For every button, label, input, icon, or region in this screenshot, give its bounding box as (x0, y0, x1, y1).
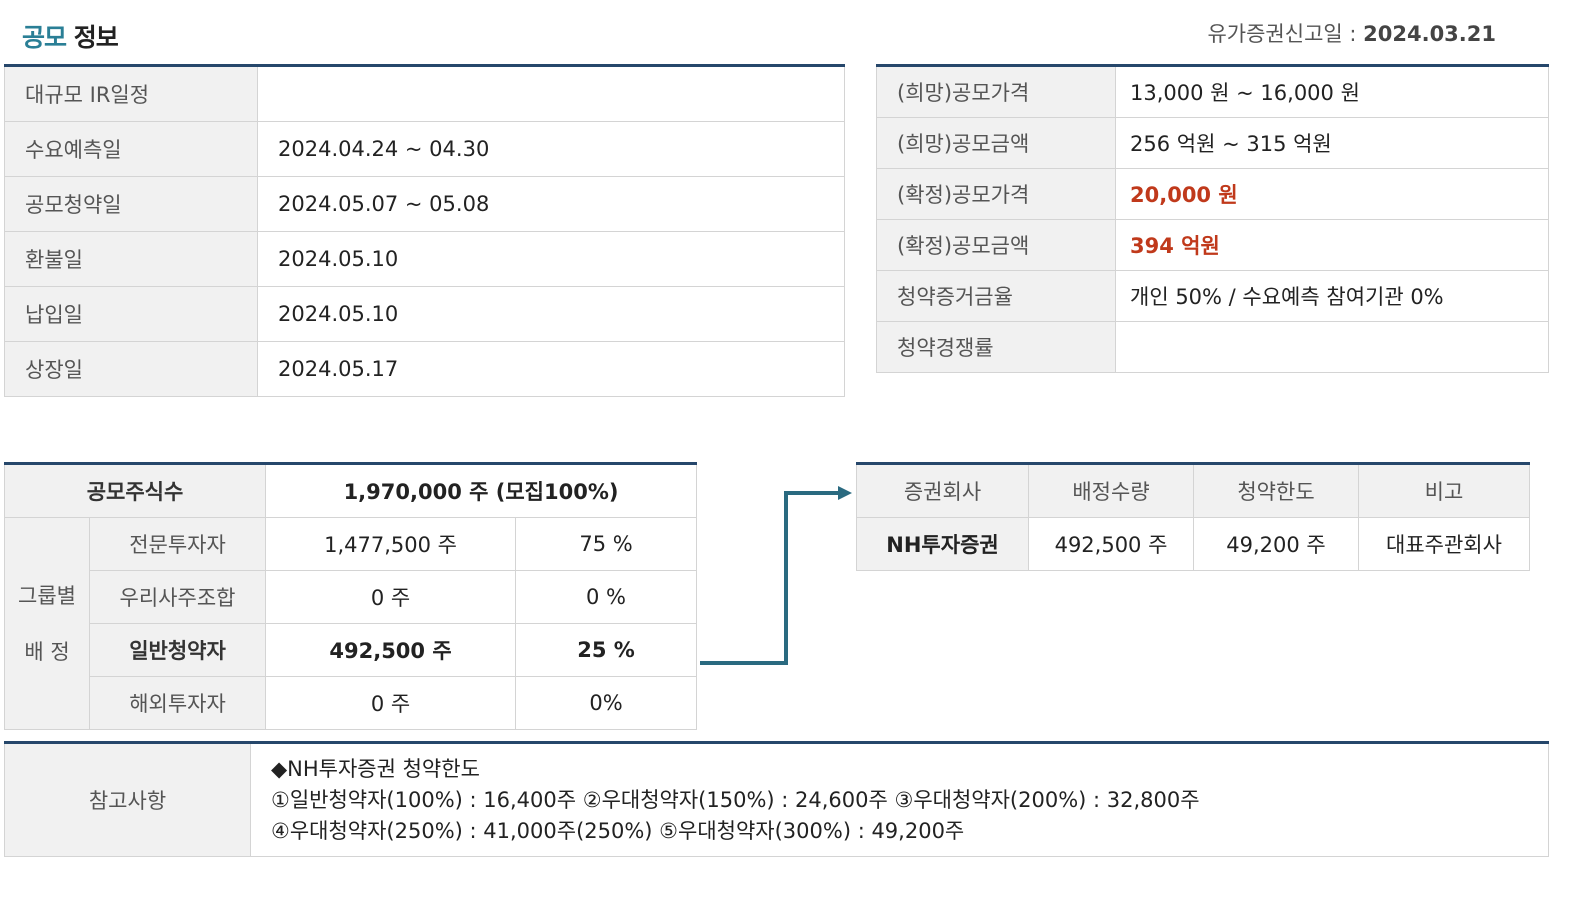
broker-name: NH투자증권 (856, 517, 1029, 571)
notes-row: 참고사항 ◆NH투자증권 청약한도 ①일반청약자(100%) : 16,400주… (4, 742, 1549, 857)
notes-line: ④우대청약자(250%) : 41,000주(250%) ⑤우대청약자(300%… (271, 818, 965, 843)
broker-table: 증권회사 배정수량 청약한도 비고 NH투자증권 492,500 주 49,20… (856, 462, 1530, 571)
pricing-label: (희망)공모금액 (876, 117, 1116, 169)
pricing-row: 청약경쟁률 (876, 321, 1549, 373)
schedule-row: 수요예측일 2024.04.24 ~ 04.30 (4, 121, 845, 177)
allocation-table: 공모주식수 1,970,000 주 (모집100%) 그룹별 배 정 전문투자자… (3, 462, 698, 730)
pricing-label: (확정)공모금액 (876, 219, 1116, 271)
investor-type: 일반청약자 (88, 623, 267, 677)
arrow-connector-icon (700, 486, 852, 665)
broker-header: 비고 (1358, 463, 1530, 518)
investor-shares: 0 주 (265, 570, 517, 624)
investor-pct: 25 % (515, 623, 698, 677)
filing-date: 2024.03.21 (1363, 22, 1496, 46)
page-title: 공모 정보 (22, 18, 119, 54)
broker-header: 증권회사 (856, 463, 1029, 518)
group-label-line1: 그룹별 (18, 583, 76, 608)
investor-pct: 0 % (515, 570, 698, 624)
pricing-value: 13,000 원 ~ 16,000 원 (1115, 65, 1549, 118)
broker-header: 배정수량 (1028, 463, 1194, 518)
schedule-row: 상장일 2024.05.17 (4, 341, 845, 397)
investor-shares: 492,500 주 (265, 623, 517, 677)
investor-type: 해외투자자 (88, 676, 267, 730)
allocation-row: 일반청약자 492,500 주 25 % (5, 623, 698, 677)
broker-row: NH투자증권 492,500 주 49,200 주 대표주관회사 (856, 517, 1530, 571)
pricing-row: (희망)공모금액 256 억원 ~ 315 억원 (876, 117, 1549, 169)
broker-header-row: 증권회사 배정수량 청약한도 비고 (856, 463, 1530, 518)
broker-limit: 49,200 주 (1193, 517, 1359, 571)
pricing-label: 청약경쟁률 (876, 321, 1116, 373)
schedule-table: 대규모 IR일정 수요예측일 2024.04.24 ~ 04.30 공모청약일 20… (4, 64, 845, 397)
pricing-row: (확정)공모가격 20,000 원 (876, 168, 1549, 220)
investor-shares: 0 주 (265, 676, 517, 730)
allocation-row: 해외투자자 0 주 0% (5, 676, 698, 730)
broker-header: 청약한도 (1193, 463, 1359, 518)
schedule-label: 환불일 (4, 231, 258, 287)
confirmed-price-value: 20,000 원 (1115, 168, 1549, 220)
schedule-value: 2024.05.10 (257, 231, 845, 287)
pricing-value (1115, 321, 1549, 373)
notes-line: ◆NH투자증권 청약한도 (271, 756, 480, 781)
pricing-label: (희망)공모가격 (876, 65, 1116, 118)
schedule-label: 대규모 IR일정 (4, 65, 258, 122)
investor-pct: 0% (515, 676, 698, 730)
pricing-table: (희망)공모가격 13,000 원 ~ 16,000 원 (희망)공모금액 256 … (876, 64, 1549, 373)
pricing-value: 256 억원 ~ 315 억원 (1115, 117, 1549, 169)
investor-shares: 1,477,500 주 (265, 517, 517, 571)
pricing-value: 개인 50% / 수요예측 참여기관 0% (1115, 270, 1549, 322)
pricing-label: 청약증거금율 (876, 270, 1116, 322)
filing-label: 유가증권신고일 : (1207, 22, 1364, 46)
investor-type: 우리사주조합 (88, 570, 267, 624)
schedule-row: 공모청약일 2024.05.07 ~ 05.08 (4, 176, 845, 232)
schedule-value: 2024.05.10 (257, 286, 845, 342)
schedule-value: 2024.05.17 (257, 341, 845, 397)
pricing-row: (확정)공모금액 394 억원 (876, 219, 1549, 271)
schedule-label: 수요예측일 (4, 121, 258, 177)
page-title-part1: 공모 (22, 23, 67, 52)
schedule-value: 2024.04.24 ~ 04.30 (257, 121, 845, 177)
group-label-line2: 배 정 (24, 639, 70, 664)
pricing-row: (희망)공모가격 13,000 원 ~ 16,000 원 (876, 65, 1549, 118)
schedule-value (257, 65, 845, 122)
schedule-value: 2024.05.07 ~ 05.08 (257, 176, 845, 232)
notes-content: ◆NH투자증권 청약한도 ①일반청약자(100%) : 16,400주 ②우대청… (250, 742, 1549, 857)
total-shares-label: 공모주식수 (3, 463, 267, 518)
notes-line: ①일반청약자(100%) : 16,400주 ②우대청약자(150%) : 24… (271, 787, 1200, 812)
schedule-label: 납입일 (4, 286, 258, 342)
schedule-label: 공모청약일 (4, 176, 258, 232)
schedule-row: 대규모 IR일정 (4, 65, 845, 122)
investor-pct: 75 % (515, 517, 698, 571)
page-title-part2: 정보 (73, 23, 119, 52)
group-allocation-label: 그룹별 배 정 (4, 517, 90, 730)
allocation-total-row: 공모주식수 1,970,000 주 (모집100%) (3, 463, 698, 518)
schedule-label: 상장일 (4, 341, 258, 397)
confirmed-amount-value: 394 억원 (1115, 219, 1549, 271)
broker-note: 대표주관회사 (1358, 517, 1530, 571)
allocation-row: 그룹별 배 정 전문투자자 1,477,500 주 75 % (4, 517, 698, 730)
broker-allocation: 492,500 주 (1028, 517, 1194, 571)
allocation-row: 우리사주조합 0 주 0 % (5, 570, 698, 624)
schedule-row: 납입일 2024.05.10 (4, 286, 845, 342)
total-shares-value: 1,970,000 주 (모집100%) (265, 463, 698, 518)
pricing-row: 청약증거금율 개인 50% / 수요예측 참여기관 0% (876, 270, 1549, 322)
filing-date-line: 유가증권신고일 : 2024.03.21 (1207, 18, 1496, 48)
notes-table: 참고사항 ◆NH투자증권 청약한도 ①일반청약자(100%) : 16,400주… (4, 741, 1549, 857)
investor-type: 전문투자자 (88, 517, 267, 571)
pricing-label: (확정)공모가격 (876, 168, 1116, 220)
schedule-row: 환불일 2024.05.10 (4, 231, 845, 287)
notes-label: 참고사항 (4, 742, 251, 857)
